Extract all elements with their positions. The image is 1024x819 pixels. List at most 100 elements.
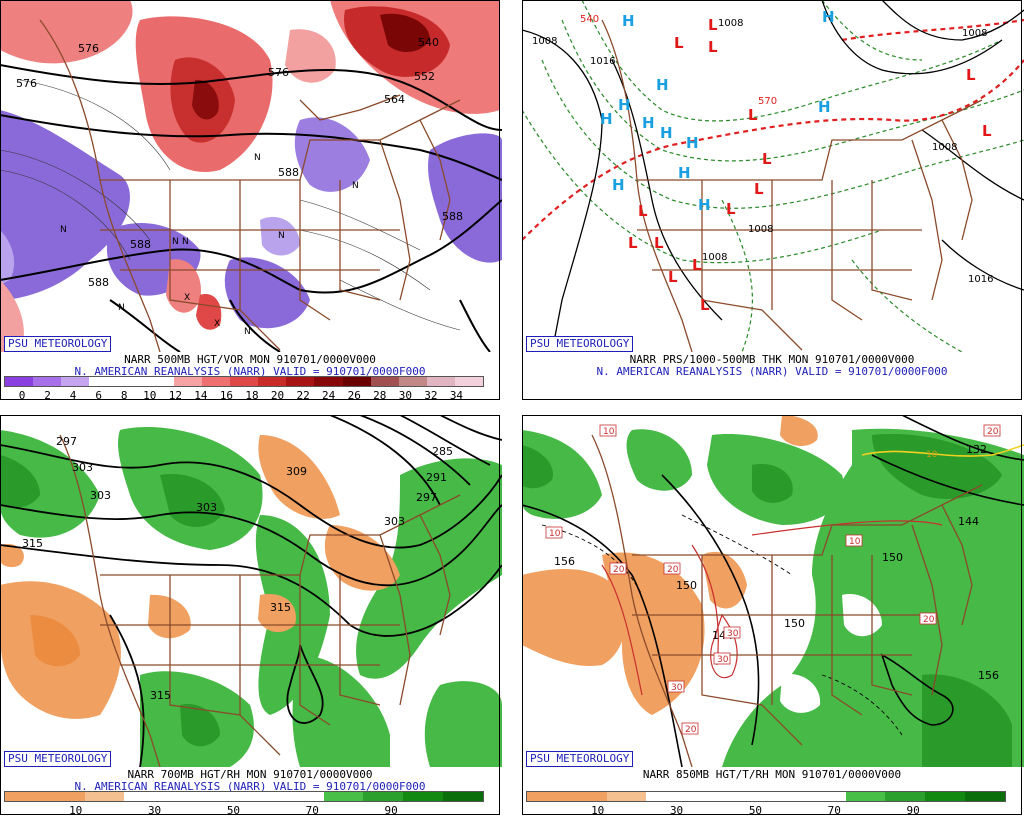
colorbar-label: 2: [44, 389, 51, 402]
colorbar-swatch: [5, 792, 45, 801]
colorbar-swatch: [566, 792, 607, 801]
colorbar-swatch: [398, 377, 427, 386]
contour-label: 297: [416, 491, 437, 504]
vort-neg-south: [224, 257, 310, 329]
high-pressure-marker: H: [642, 114, 655, 132]
map-850mb: 156 150 150 144 150 156 144 132 10 10 20…: [522, 415, 1024, 767]
low-pressure-marker: L: [966, 66, 976, 84]
contour-label: 576: [78, 42, 99, 55]
vort-neg-small: [260, 216, 300, 256]
high-pressure-marker: H: [660, 124, 673, 142]
colorbar-swatch: [5, 377, 34, 386]
temperature-label: 10: [849, 537, 861, 547]
contour-label: 540: [580, 14, 599, 25]
colorbar-labels: 10 30 50 70 90: [522, 804, 1022, 817]
temperature-label: 20: [923, 615, 935, 625]
vort-pos-nw: [0, 0, 133, 64]
rh-dry-north: [258, 435, 340, 519]
colorbar-swatch: [204, 792, 244, 801]
map-subtitle: N. AMERICAN REANALYSIS (NARR) VALID = 91…: [74, 780, 426, 793]
contour-label: 144: [958, 515, 979, 528]
colorbar: [4, 791, 484, 802]
contour-label: 303: [90, 489, 111, 502]
colorbar-swatch: [363, 792, 404, 801]
map-700mb: 297 303 303 303 309 315 315 315 285 291 …: [0, 415, 502, 767]
high-pressure-marker: H: [612, 176, 625, 194]
colorbar-swatch: [646, 792, 687, 801]
psu-logo: PSU METEOROLOGY: [526, 751, 634, 767]
map-pressure-svg: 1008 1016 1008 1008 1008 1016 1008 1008 …: [522, 0, 1024, 352]
vort-marker: N: [60, 225, 67, 235]
contour-label: 1016: [590, 56, 615, 67]
colorbar-swatch: [443, 792, 483, 801]
contour-label: 576: [16, 77, 37, 90]
map-title: NARR 500MB HGT/VOR MON 910701/0000V000: [124, 353, 376, 366]
low-pressure-marker: L: [748, 106, 758, 124]
colorbar-swatch: [606, 792, 647, 801]
colorbar-label: 50: [226, 804, 241, 817]
vort-marker: X: [214, 319, 220, 329]
colorbar-swatch: [44, 792, 85, 801]
colorbar-label: 20: [270, 389, 285, 402]
map-pressure: 1008 1016 1008 1008 1008 1016 1008 1008 …: [522, 0, 1024, 352]
vort-marker: N: [278, 231, 285, 241]
low-pressure-marker: L: [638, 202, 648, 220]
colorbar-label: 14: [194, 389, 208, 402]
colorbar-swatch: [370, 377, 399, 386]
temperature-label: 10: [549, 529, 561, 539]
contour-label: 1008: [962, 28, 987, 39]
contour-label: 150: [676, 579, 697, 592]
high-pressure-marker: H: [618, 96, 631, 114]
colorbar-label: 28: [373, 389, 387, 402]
map-500mb: 576 576 588 588 588 552 564 540 576 588 …: [0, 0, 502, 352]
colorbar-swatch: [173, 377, 202, 386]
colorbar-swatch: [342, 377, 371, 386]
temperature-label: 30: [671, 683, 683, 693]
psu-logo: PSU METEOROLOGY: [526, 336, 634, 352]
colorbar-label: 0: [18, 389, 26, 402]
contour-label: 156: [978, 669, 999, 682]
high-pressure-marker: H: [698, 196, 711, 214]
colorbar-swatch: [805, 792, 846, 801]
temperature-label: 20: [613, 565, 625, 575]
boundaries: [59, 434, 461, 767]
colorbar-swatch: [117, 377, 146, 386]
low-pressure-marker: L: [708, 38, 718, 56]
colorbar-label: 12: [168, 389, 182, 402]
colorbar-label: 10: [591, 804, 605, 817]
colorbar: [526, 791, 1006, 802]
panel-pressure-thickness: 1008 1016 1008 1008 1008 1016 1008 1008 …: [522, 0, 1024, 404]
colorbar-label: 70: [827, 804, 841, 817]
contour-label: 1008: [532, 36, 557, 47]
colorbar-swatch: [686, 792, 727, 801]
colorbar-swatch: [455, 377, 484, 386]
contour-label: 1008: [748, 224, 773, 235]
temperature-label: 10: [926, 450, 938, 460]
high-pressure-marker: H: [822, 8, 835, 26]
colorbar-swatch: [61, 377, 90, 386]
low-pressure-marker: L: [668, 268, 678, 286]
low-pressure-marker: L: [628, 234, 638, 252]
colorbar-label: 18: [245, 389, 259, 402]
panel-850mb-temp-rh: 156 150 150 144 150 156 144 132 10 10 20…: [522, 415, 1024, 819]
contour-label: 303: [72, 461, 93, 474]
panel-700mb-rh: 297 303 303 303 309 315 315 315 285 291 …: [0, 415, 502, 819]
boundaries: [591, 434, 983, 767]
boundaries: [39, 19, 461, 352]
rh-moist-nw: [0, 430, 100, 538]
colorbar-label: 26: [347, 389, 361, 402]
high-pressure-marker: H: [818, 98, 831, 116]
colorbar-label: 24: [322, 389, 336, 402]
psu-logo: PSU METEOROLOGY: [4, 336, 112, 352]
low-pressure-marker: L: [674, 34, 684, 52]
colorbar-swatch: [243, 792, 284, 801]
colorbar-swatch: [403, 792, 444, 801]
colorbar-swatch: [33, 377, 62, 386]
colorbar-label: 90: [906, 804, 920, 817]
contour-label: 315: [22, 537, 43, 550]
contour-label: 156: [554, 555, 575, 568]
colorbar-label: 22: [296, 389, 310, 402]
colorbar: [4, 376, 484, 387]
low-pressure-marker: L: [762, 150, 772, 168]
colorbar-swatch: [145, 377, 174, 386]
